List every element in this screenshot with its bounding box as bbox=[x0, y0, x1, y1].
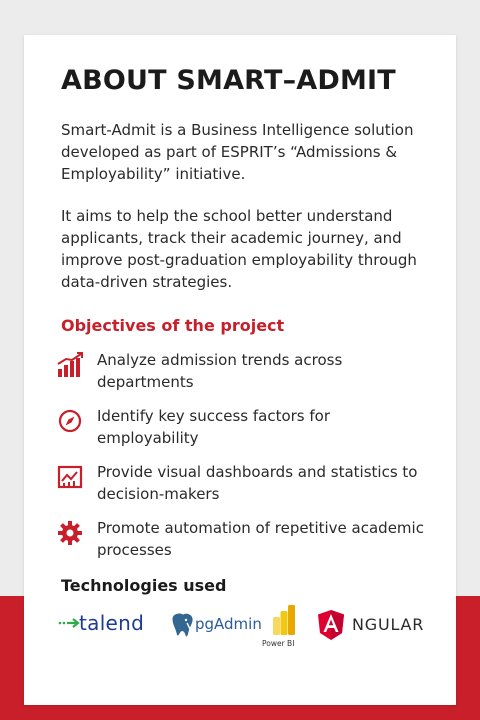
objective-text: Provide visual dashboards and statistics… bbox=[97, 463, 418, 503]
angular-label: NGULAR bbox=[352, 615, 425, 634]
elephant-icon bbox=[171, 612, 194, 638]
talend-arrow-icon bbox=[58, 618, 80, 628]
about-card: ABOUT SMART–ADMIT Smart-Admit is a Busin… bbox=[24, 35, 456, 705]
pgadmin-logo: pgAdmin bbox=[168, 611, 262, 641]
objective-text: Promote automation of repetitive academi… bbox=[97, 519, 424, 559]
talend-logo: talend bbox=[58, 611, 154, 637]
bar-chart-trend-icon bbox=[57, 352, 83, 377]
angular-logo: NGULAR bbox=[317, 609, 427, 641]
objective-text: Identify key success factors for employa… bbox=[97, 407, 331, 447]
page-title: ABOUT SMART–ADMIT bbox=[61, 65, 396, 96]
objective-item: Promote automation of repetitive academi… bbox=[56, 517, 436, 565]
objective-item: Analyze admission trends across departme… bbox=[56, 349, 436, 397]
objectives-heading: Objectives of the project bbox=[61, 316, 285, 335]
power-bi-bars-icon bbox=[273, 605, 295, 635]
gear-icon bbox=[58, 521, 82, 545]
aim-paragraph: It aims to help the school better unders… bbox=[61, 207, 417, 291]
talend-label: talend bbox=[79, 611, 145, 635]
intro-paragraph: Smart-Admit is a Business Intelligence s… bbox=[61, 121, 414, 183]
angular-shield-icon bbox=[318, 610, 344, 640]
dashboard-chart-icon bbox=[57, 465, 83, 489]
objective-text: Analyze admission trends across departme… bbox=[97, 351, 343, 391]
objective-item: Provide visual dashboards and statistics… bbox=[56, 461, 436, 509]
technologies-heading: Technologies used bbox=[61, 576, 227, 595]
compass-icon bbox=[58, 409, 82, 433]
objective-item: Identify key success factors for employa… bbox=[56, 405, 436, 453]
power-bi-logo: Power BI bbox=[262, 605, 314, 651]
power-bi-label: Power BI bbox=[262, 639, 295, 648]
pgadmin-label: pgAdmin bbox=[195, 615, 262, 633]
